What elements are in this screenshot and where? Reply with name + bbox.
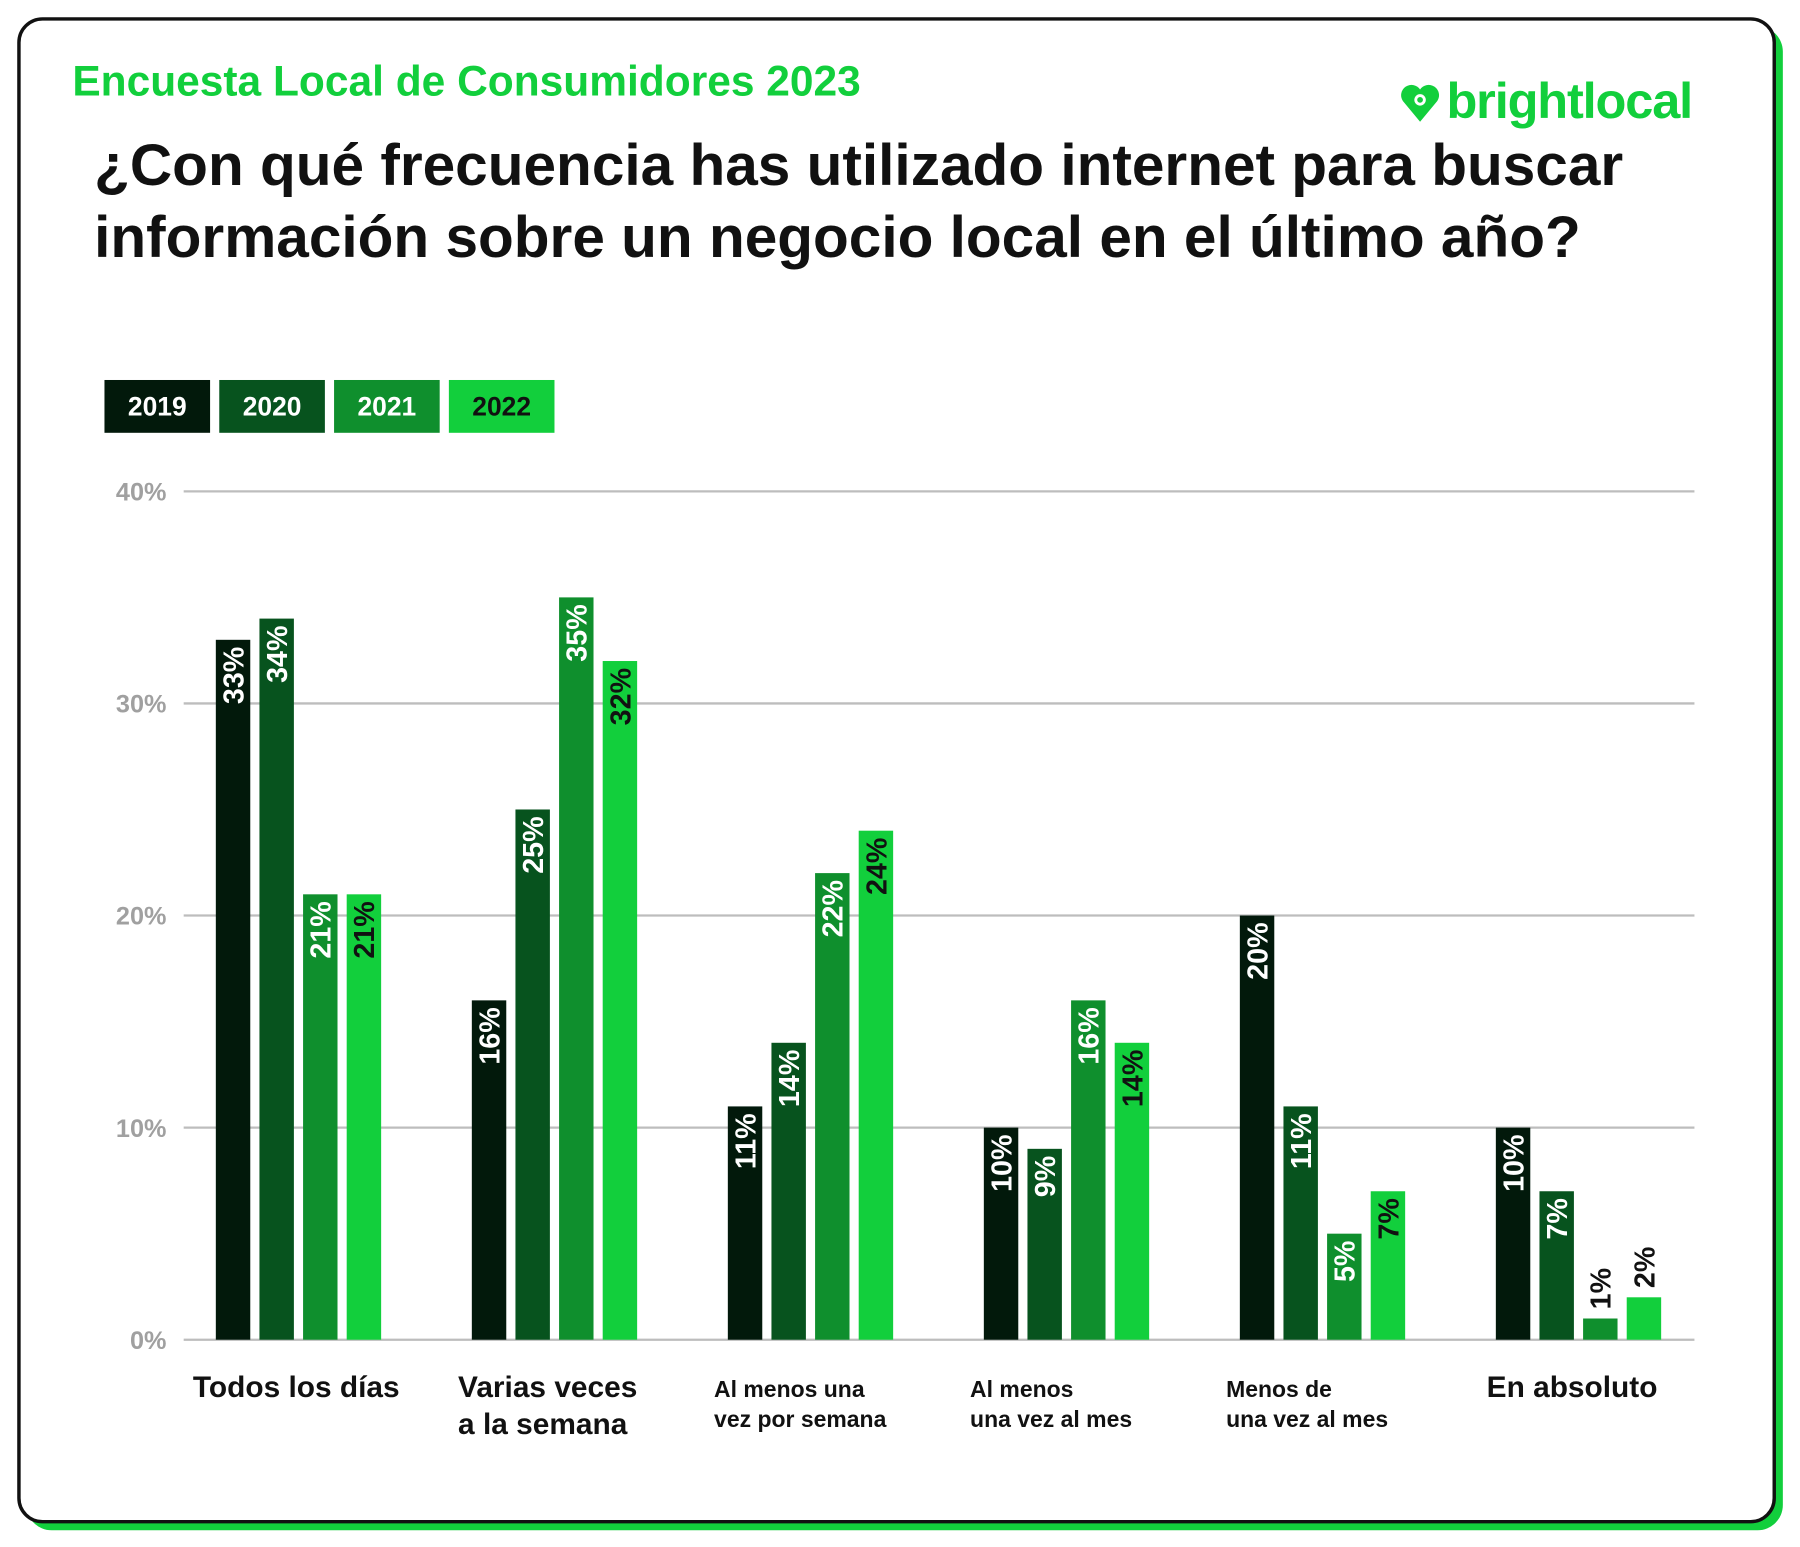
data-label: 16% — [1074, 1007, 1106, 1064]
data-label: 33% — [218, 647, 250, 704]
data-label: 21% — [349, 901, 381, 958]
legend-2022: 2022 — [448, 379, 555, 433]
bar-2019 — [727, 1106, 763, 1340]
legend-2019: 2019 — [104, 379, 211, 433]
bar-2020 — [515, 809, 550, 1340]
bar-2019 — [1239, 915, 1275, 1340]
bar-2022 — [858, 830, 894, 1340]
bar-2022 — [602, 661, 638, 1340]
data-label: 5% — [1330, 1241, 1362, 1282]
bar-2019 — [215, 639, 251, 1340]
data-label: 10% — [1498, 1135, 1530, 1192]
data-label: 9% — [1030, 1156, 1062, 1197]
bar-2021 — [1071, 1000, 1106, 1340]
bar-2021 — [559, 597, 594, 1340]
x-category-label: Al menos una vez al mes — [970, 1377, 1133, 1433]
heart-pin-icon — [1401, 84, 1440, 122]
bar-2021 — [1327, 1233, 1362, 1340]
data-label: 16% — [474, 1007, 506, 1064]
bar-2020 — [1027, 1148, 1062, 1340]
y-tick-label: 0% — [130, 1327, 167, 1355]
legend-2021: 2021 — [334, 379, 440, 433]
bar-2020 — [1283, 1106, 1318, 1340]
legend: 2019 2020 2021 2022 — [104, 379, 555, 433]
x-category-label: Todos los días — [192, 1369, 400, 1405]
y-tick-label: 40% — [116, 479, 167, 507]
data-label: 7% — [1373, 1198, 1405, 1239]
legend-2020: 2020 — [219, 379, 325, 433]
x-category-label: Menos de una vez al mes — [1226, 1377, 1389, 1433]
data-label: 34% — [262, 625, 294, 682]
data-label: 20% — [1242, 922, 1274, 979]
bar-2022 — [1370, 1191, 1406, 1340]
bar-2021 — [1583, 1318, 1618, 1340]
bar-2020 — [1539, 1191, 1574, 1340]
data-label: 1% — [1586, 1268, 1618, 1309]
bar-2020 — [771, 1042, 806, 1340]
bar-2020 — [259, 618, 294, 1340]
data-label: 11% — [1286, 1113, 1318, 1169]
logo-text: brightlocal — [1446, 73, 1693, 130]
data-label: 24% — [861, 838, 893, 895]
bar-2022 — [346, 894, 382, 1340]
bar-2019 — [1495, 1127, 1531, 1340]
data-label: 21% — [306, 901, 338, 958]
data-label: 25% — [518, 816, 550, 873]
data-label: 22% — [818, 880, 850, 937]
survey-kicker: Encuesta Local de Consumidores 2023 — [72, 57, 861, 105]
data-label: 32% — [605, 668, 637, 725]
data-label: 10% — [986, 1135, 1018, 1192]
bar-2021 — [303, 894, 338, 1340]
chart-title: ¿Con qué frecuencia has utilizado intern… — [94, 132, 1624, 270]
y-tick-label: 10% — [116, 1115, 167, 1143]
data-label: 14% — [1117, 1050, 1149, 1107]
bar-2022 — [1114, 1042, 1150, 1340]
x-category-label: Varias veces a la semana — [458, 1369, 638, 1441]
x-category-label: En absoluto — [1486, 1369, 1658, 1405]
data-label: 11% — [730, 1113, 762, 1169]
bar-2019 — [983, 1127, 1019, 1340]
x-category-label: Al menos una vez por semana — [714, 1377, 887, 1433]
data-label: 2% — [1629, 1247, 1661, 1288]
bar-2022 — [1626, 1297, 1662, 1340]
y-tick-label: 30% — [116, 691, 167, 719]
data-label: 14% — [774, 1050, 806, 1107]
brightlocal-logo: brightlocal — [1398, 73, 1693, 130]
data-label: 35% — [562, 604, 594, 661]
bar-2019 — [471, 1000, 507, 1340]
y-tick-label: 20% — [116, 903, 167, 931]
data-label: 7% — [1542, 1198, 1574, 1239]
bar-2021 — [815, 873, 850, 1340]
